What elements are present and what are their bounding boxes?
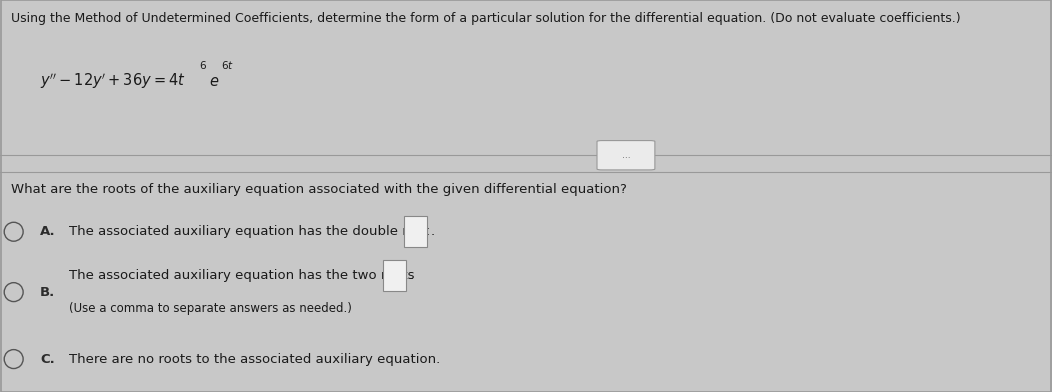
FancyBboxPatch shape [404,216,427,247]
Text: $y'' - 12y' + 36y = 4t$: $y'' - 12y' + 36y = 4t$ [40,72,185,91]
Text: Using the Method of Undetermined Coefficients, determine the form of a particula: Using the Method of Undetermined Coeffic… [11,12,960,25]
Text: There are no roots to the associated auxiliary equation.: There are no roots to the associated aux… [69,352,441,366]
Text: ...: ... [622,151,630,160]
FancyBboxPatch shape [383,260,406,291]
Text: $6$: $6$ [200,59,207,71]
Text: .: . [409,269,413,282]
Text: (Use a comma to separate answers as needed.): (Use a comma to separate answers as need… [69,302,352,315]
Text: .: . [430,225,434,238]
Text: $e$: $e$ [209,74,220,89]
Text: C.: C. [40,352,55,366]
Text: The associated auxiliary equation has the double root: The associated auxiliary equation has th… [69,225,429,238]
Text: A.: A. [40,225,56,238]
Text: What are the roots of the auxiliary equation associated with the given different: What are the roots of the auxiliary equa… [11,183,626,196]
Text: B.: B. [40,286,55,299]
Text: $6t$: $6t$ [221,59,234,71]
Text: The associated auxiliary equation has the two roots: The associated auxiliary equation has th… [69,269,414,282]
FancyBboxPatch shape [598,141,654,170]
